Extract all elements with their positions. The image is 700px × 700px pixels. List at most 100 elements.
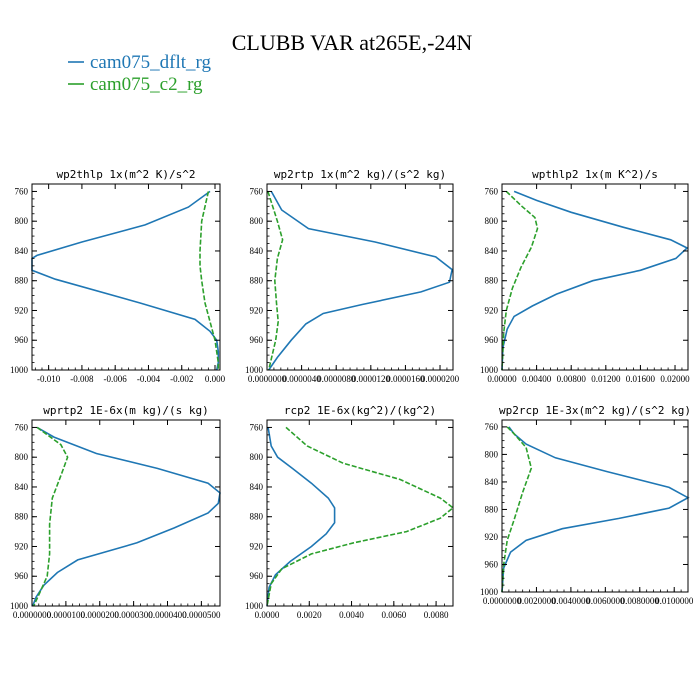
x-axis: 0.00000000.00001000.00002000.00003000.00…: [13, 420, 221, 620]
y-tick-label: 880: [15, 512, 29, 522]
y-tick-label: 760: [485, 422, 499, 432]
y-tick-label: 1000: [10, 601, 29, 611]
y-tick-label: 840: [15, 482, 29, 492]
y-tick-label: 880: [250, 512, 264, 522]
y-tick-label: 920: [485, 305, 499, 315]
y-tick-label: 880: [15, 276, 29, 286]
x-tick-label: 0.0100000: [655, 596, 694, 606]
x-tick-label: 0.0000000: [13, 610, 52, 620]
x-tick-label: 0.0080: [424, 610, 449, 620]
y-tick-label: 1000: [480, 365, 499, 375]
panels: wp2thlp 1x(m^2 K)/s^2 760 800 840 880 920 960 1…: [10, 168, 694, 620]
x-tick-label: -0.002: [170, 374, 193, 384]
x-tick-label: 0.0000: [255, 610, 280, 620]
panel-2: wp2rtp 1x(m^2 kg)/(s^2 kg) 760 800 840 880 92…: [245, 168, 460, 384]
panel-1: wp2thlp 1x(m^2 K)/s^2 760 800 840 880 920 960 1…: [10, 168, 226, 384]
x-tick-label: 0.0000200: [421, 374, 460, 384]
y-tick-label: 800: [250, 452, 264, 462]
panel-title: wpthlp2 1x(m K^2)/s: [532, 168, 658, 181]
x-tick-label: 0.0000120: [352, 374, 391, 384]
y-tick-label: 800: [15, 216, 29, 226]
x-tick-label: 0.01200: [591, 374, 621, 384]
y-tick-label: 800: [485, 449, 499, 459]
y-axis: 760 800 840 880 920 960 1000: [245, 186, 453, 375]
series-line-c2: [266, 426, 455, 607]
plot-frame: [31, 419, 221, 607]
y-tick-label: 840: [485, 246, 499, 256]
x-tick-label: 0.0020000: [517, 596, 556, 606]
plot-frame: [266, 419, 454, 607]
y-tick-label: 920: [250, 541, 264, 551]
y-tick-label: 960: [485, 559, 499, 569]
legend-label-dflt: cam075_dflt_rg: [90, 52, 212, 73]
panel-title: rcp2 1E-6x(kg^2)/(kg^2): [284, 404, 436, 417]
y-tick-label: 1000: [480, 587, 499, 597]
panel-title: wp2rtp 1x(m^2 kg)/(s^2 kg): [274, 168, 446, 181]
x-axis: 0.00000 0.00400 0.00800 0.01200 0.01600 0.020…: [487, 184, 690, 384]
plot-frame: [31, 183, 221, 371]
y-tick-label: 840: [250, 246, 264, 256]
panel-title: wprtp2 1E-6x(m kg)/(s kg): [43, 404, 209, 417]
y-axis: 760 800 840 880 920 960 1000: [480, 186, 688, 375]
x-tick-label: 0.00800: [557, 374, 587, 384]
y-tick-label: 800: [15, 452, 29, 462]
y-tick-label: 920: [250, 305, 264, 315]
x-tick-label: 0.0000500: [182, 610, 221, 620]
x-tick-label: 0.0040: [339, 610, 364, 620]
series-line-dflt: [31, 426, 221, 607]
y-tick-label: 760: [485, 186, 499, 196]
panel-4: wprtp2 1E-6x(m kg)/(s kg) 760 800 840 880 920…: [10, 404, 221, 620]
x-tick-label: 0.0000000: [248, 374, 287, 384]
series-line-dflt: [501, 426, 690, 593]
series-line-dflt: [31, 190, 220, 371]
x-tick-label: -0.008: [70, 374, 94, 384]
y-tick-label: 960: [250, 571, 264, 581]
y-tick-label: 760: [250, 422, 264, 432]
y-axis: 760 800 840 880 920 960 1000: [10, 422, 220, 611]
plot-frame: [501, 183, 689, 371]
x-tick-label: 0.0000300: [114, 610, 153, 620]
y-tick-label: 920: [485, 532, 499, 542]
y-tick-label: 960: [15, 571, 29, 581]
x-tick-label: 0.0000400: [148, 610, 187, 620]
y-tick-label: 800: [485, 216, 499, 226]
x-tick-label: -0.010: [37, 374, 61, 384]
series-line-c2: [501, 426, 533, 593]
y-tick-label: 880: [485, 276, 499, 286]
x-tick-label: -0.004: [137, 374, 161, 384]
plot-frame: [501, 419, 689, 593]
y-axis: 760 800 840 880 920 960 1000: [245, 422, 453, 611]
x-tick-label: 0.0000200: [81, 610, 120, 620]
x-tick-label: 0.0000080: [317, 374, 356, 384]
x-tick-label: -0.006: [104, 374, 128, 384]
y-axis: 760 800 840 880 920 960 1000: [10, 186, 220, 375]
panel-5: rcp2 1E-6x(kg^2)/(kg^2) 760 800 840 880 920 96…: [245, 404, 455, 620]
x-tick-label: 0.01600: [626, 374, 656, 384]
panel-title: wp2rcp 1E-3x(m^2 kg)/(s^2 kg): [499, 404, 691, 417]
x-tick-label: 0.0060000: [586, 596, 625, 606]
x-axis: -0.010 -0.008 -0.006 -0.004 -0.002 0.000: [34, 184, 226, 384]
x-tick-label: 0.0000000: [483, 596, 522, 606]
y-tick-label: 760: [15, 186, 29, 196]
y-tick-label: 840: [250, 482, 264, 492]
y-tick-label: 1000: [10, 365, 29, 375]
x-axis: 0.00000000.00000400.00000800.00001200.00…: [248, 184, 460, 384]
x-tick-label: 0.0040000: [552, 596, 591, 606]
y-tick-label: 960: [15, 335, 29, 345]
x-axis: 0.00000000.00200000.00400000.00600000.00…: [483, 420, 694, 606]
series-line-c2: [501, 190, 539, 371]
y-tick-label: 840: [485, 477, 499, 487]
y-tick-label: 760: [250, 186, 264, 196]
y-tick-label: 1000: [245, 365, 264, 375]
y-tick-label: 880: [250, 276, 264, 286]
y-tick-label: 960: [485, 335, 499, 345]
y-tick-label: 1000: [245, 601, 264, 611]
y-axis: 760 800 840 880 920 960 1000: [480, 422, 688, 597]
x-axis: 0.0000 0.0020 0.0040 0.0060 0.0080: [255, 420, 454, 620]
x-tick-label: 0.02000: [660, 374, 690, 384]
series-line-dflt: [266, 427, 336, 607]
y-tick-label: 880: [485, 504, 499, 514]
series-line-c2: [32, 426, 69, 607]
x-tick-label: 0.0000160: [386, 374, 425, 384]
